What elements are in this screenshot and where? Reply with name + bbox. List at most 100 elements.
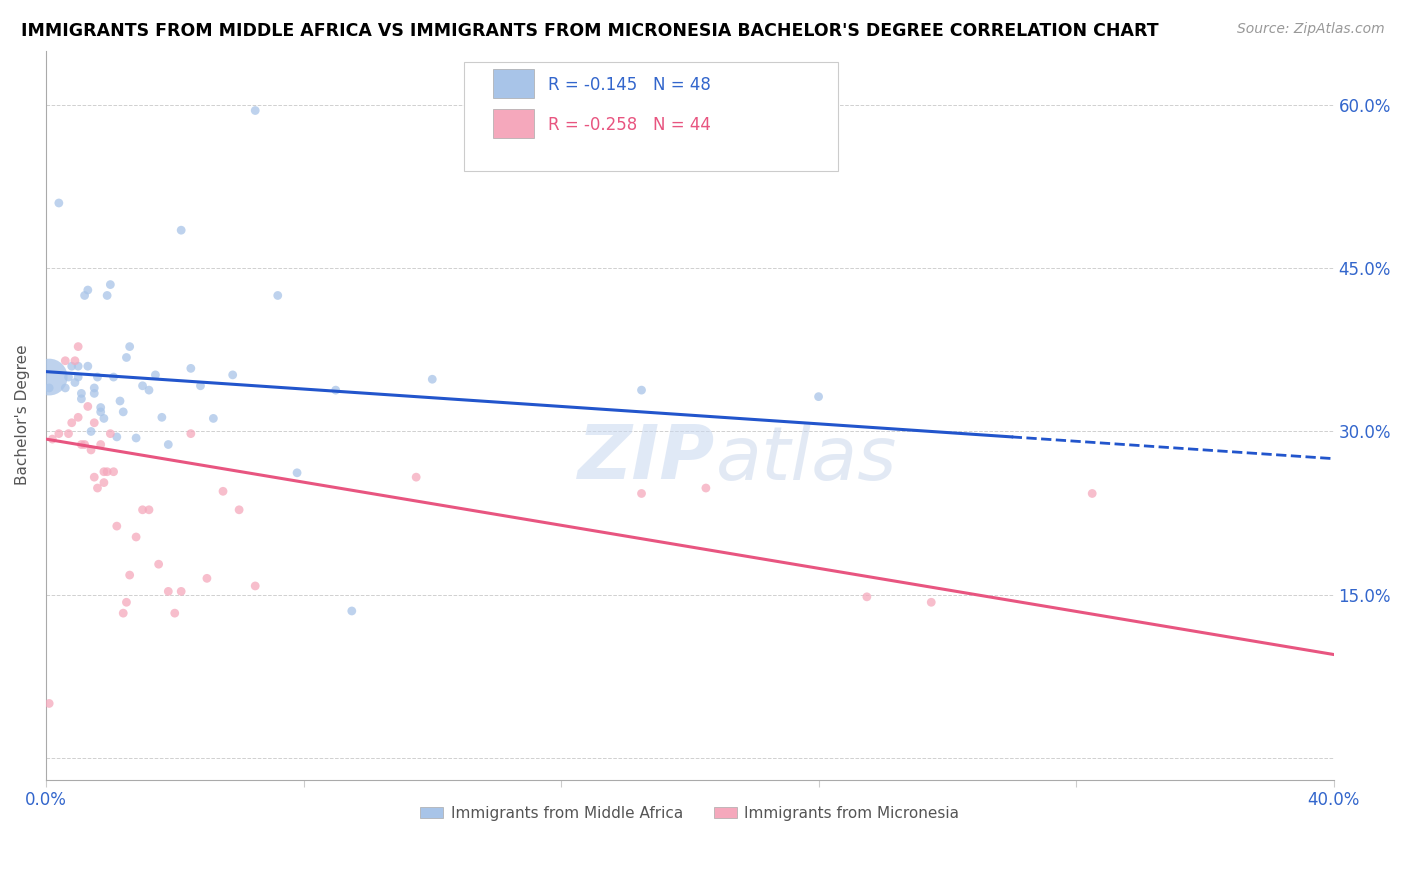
Point bbox=[221, 368, 243, 382]
Point bbox=[83, 470, 105, 484]
Point bbox=[245, 579, 267, 593]
Point bbox=[195, 571, 218, 585]
Point bbox=[325, 383, 347, 397]
Point bbox=[93, 475, 115, 490]
Point bbox=[118, 340, 141, 354]
Point bbox=[180, 361, 202, 376]
Point bbox=[63, 353, 86, 368]
Point bbox=[53, 353, 76, 368]
Point bbox=[76, 283, 98, 297]
Point bbox=[73, 288, 96, 302]
Point bbox=[90, 405, 112, 419]
Text: R = -0.258   N = 44: R = -0.258 N = 44 bbox=[548, 116, 711, 134]
Point bbox=[920, 595, 942, 609]
Point bbox=[90, 437, 112, 451]
Point bbox=[98, 426, 121, 441]
Point bbox=[67, 370, 90, 384]
Point bbox=[80, 442, 103, 457]
Point bbox=[105, 519, 128, 533]
Point bbox=[70, 386, 93, 401]
Point bbox=[53, 381, 76, 395]
Point bbox=[245, 103, 267, 118]
Legend: Immigrants from Middle Africa, Immigrants from Micronesia: Immigrants from Middle Africa, Immigrant… bbox=[415, 799, 966, 827]
Point bbox=[856, 590, 879, 604]
Point bbox=[93, 411, 115, 425]
Point bbox=[63, 376, 86, 390]
Point bbox=[83, 386, 105, 401]
Point bbox=[125, 431, 148, 445]
Point bbox=[228, 503, 250, 517]
Point bbox=[145, 368, 167, 382]
Point bbox=[60, 359, 83, 374]
Point bbox=[157, 584, 180, 599]
Point bbox=[212, 484, 235, 499]
Point bbox=[267, 288, 290, 302]
Point bbox=[96, 288, 118, 302]
Point bbox=[285, 466, 308, 480]
FancyBboxPatch shape bbox=[492, 109, 534, 138]
Point bbox=[67, 410, 90, 425]
Point bbox=[695, 481, 717, 495]
Point bbox=[76, 359, 98, 374]
Point bbox=[112, 606, 135, 620]
Text: Source: ZipAtlas.com: Source: ZipAtlas.com bbox=[1237, 22, 1385, 37]
Text: ZIP: ZIP bbox=[578, 423, 716, 495]
Point bbox=[138, 503, 160, 517]
Point bbox=[103, 465, 125, 479]
Point bbox=[38, 697, 60, 711]
Point bbox=[138, 383, 160, 397]
Point bbox=[115, 351, 138, 365]
Point bbox=[58, 370, 80, 384]
Point bbox=[150, 410, 173, 425]
FancyBboxPatch shape bbox=[464, 62, 838, 171]
Point bbox=[125, 530, 148, 544]
FancyBboxPatch shape bbox=[492, 69, 534, 98]
Point bbox=[76, 400, 98, 414]
Point bbox=[115, 595, 138, 609]
Point bbox=[60, 416, 83, 430]
Point bbox=[1081, 486, 1104, 500]
Point bbox=[58, 426, 80, 441]
Point bbox=[190, 378, 212, 392]
Point bbox=[96, 465, 118, 479]
Point bbox=[48, 196, 70, 211]
Point bbox=[157, 437, 180, 451]
Point bbox=[163, 606, 186, 620]
Point bbox=[118, 568, 141, 582]
Point bbox=[80, 425, 103, 439]
Point bbox=[41, 432, 63, 446]
Point bbox=[170, 584, 193, 599]
Point bbox=[86, 370, 108, 384]
Point bbox=[67, 359, 90, 374]
Point bbox=[340, 604, 363, 618]
Point bbox=[202, 411, 225, 425]
Text: R = -0.145   N = 48: R = -0.145 N = 48 bbox=[548, 76, 711, 94]
Point bbox=[38, 381, 60, 395]
Point bbox=[93, 465, 115, 479]
Point bbox=[405, 470, 427, 484]
Point bbox=[108, 394, 131, 409]
Point bbox=[86, 481, 108, 495]
Point bbox=[98, 277, 121, 292]
Point bbox=[807, 390, 830, 404]
Point bbox=[103, 370, 125, 384]
Point bbox=[630, 486, 652, 500]
Point bbox=[131, 503, 153, 517]
Point bbox=[131, 378, 153, 392]
Point bbox=[148, 558, 170, 572]
Y-axis label: Bachelor's Degree: Bachelor's Degree bbox=[15, 345, 30, 485]
Point bbox=[105, 430, 128, 444]
Point bbox=[38, 370, 60, 384]
Point bbox=[83, 381, 105, 395]
Point bbox=[630, 383, 652, 397]
Point bbox=[70, 392, 93, 406]
Point bbox=[48, 426, 70, 441]
Point bbox=[180, 426, 202, 441]
Point bbox=[67, 340, 90, 354]
Text: atlas: atlas bbox=[716, 423, 897, 495]
Text: IMMIGRANTS FROM MIDDLE AFRICA VS IMMIGRANTS FROM MICRONESIA BACHELOR'S DEGREE CO: IMMIGRANTS FROM MIDDLE AFRICA VS IMMIGRA… bbox=[21, 22, 1159, 40]
Point bbox=[83, 416, 105, 430]
Point bbox=[170, 223, 193, 237]
Point bbox=[90, 401, 112, 415]
Point bbox=[70, 437, 93, 451]
